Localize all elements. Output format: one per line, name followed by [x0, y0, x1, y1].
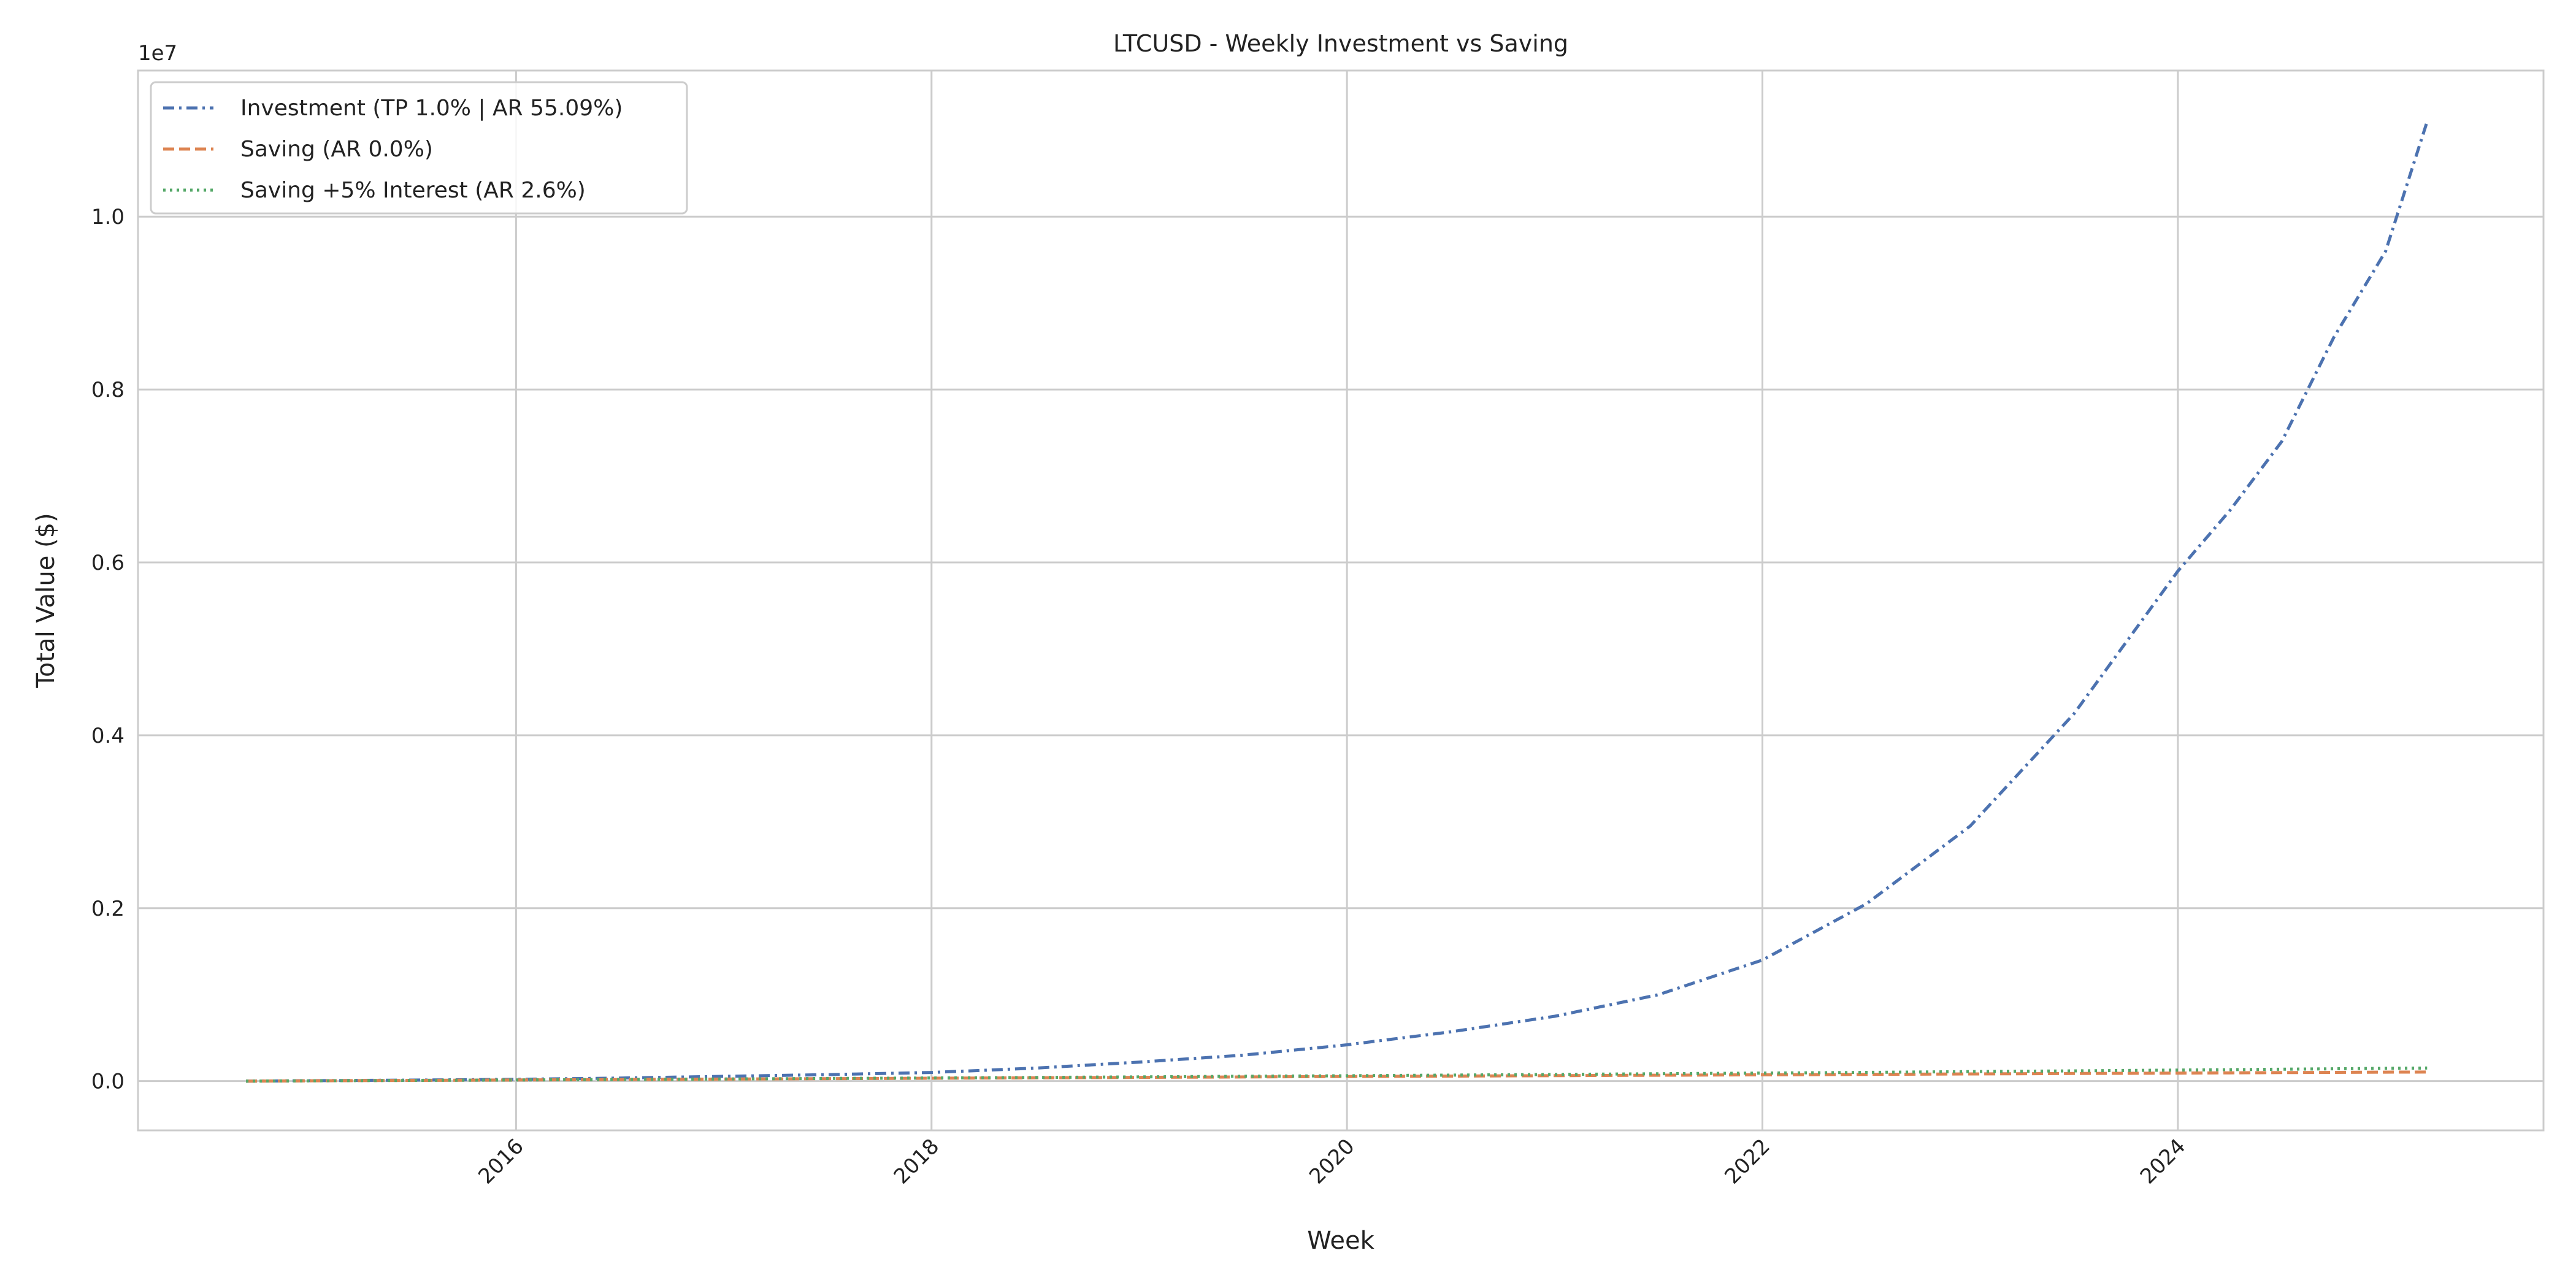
x-tick-label: 2024	[2136, 1134, 2190, 1189]
legend-label: Saving (AR 0.0%)	[240, 137, 433, 162]
legend-label: Saving +5% Interest (AR 2.6%)	[240, 178, 586, 203]
x-axis-label: Week	[1307, 1227, 1374, 1255]
series-line	[246, 1066, 2428, 1083]
x-tick-label: 2022	[1720, 1134, 1774, 1189]
series-line	[246, 1070, 2428, 1083]
legend: Investment (TP 1.0% | AR 55.09%) Saving (…	[150, 81, 688, 215]
y-tick-label: 0.8	[91, 378, 125, 402]
y-tick-label: 0.6	[91, 551, 125, 575]
y-tick-label: 0.0	[91, 1070, 125, 1094]
y-tick-label: 0.4	[91, 724, 125, 748]
x-tick-label: 2016	[473, 1134, 528, 1189]
y-offset-label: 1e7	[138, 41, 177, 66]
y-axis-label: Total Value ($)	[32, 513, 60, 688]
x-tick-label: 2020	[1305, 1134, 1359, 1189]
x-tick-label: 2018	[889, 1134, 944, 1189]
legend-label: Investment (TP 1.0% | AR 55.09%)	[240, 96, 623, 121]
y-tick-label: 0.2	[91, 897, 125, 921]
y-tick-label: 1.0	[91, 205, 125, 229]
legend-box	[150, 81, 688, 215]
chart-title: LTCUSD - Weekly Investment vs Saving	[1113, 30, 1568, 57]
plot-area	[137, 69, 2545, 1132]
